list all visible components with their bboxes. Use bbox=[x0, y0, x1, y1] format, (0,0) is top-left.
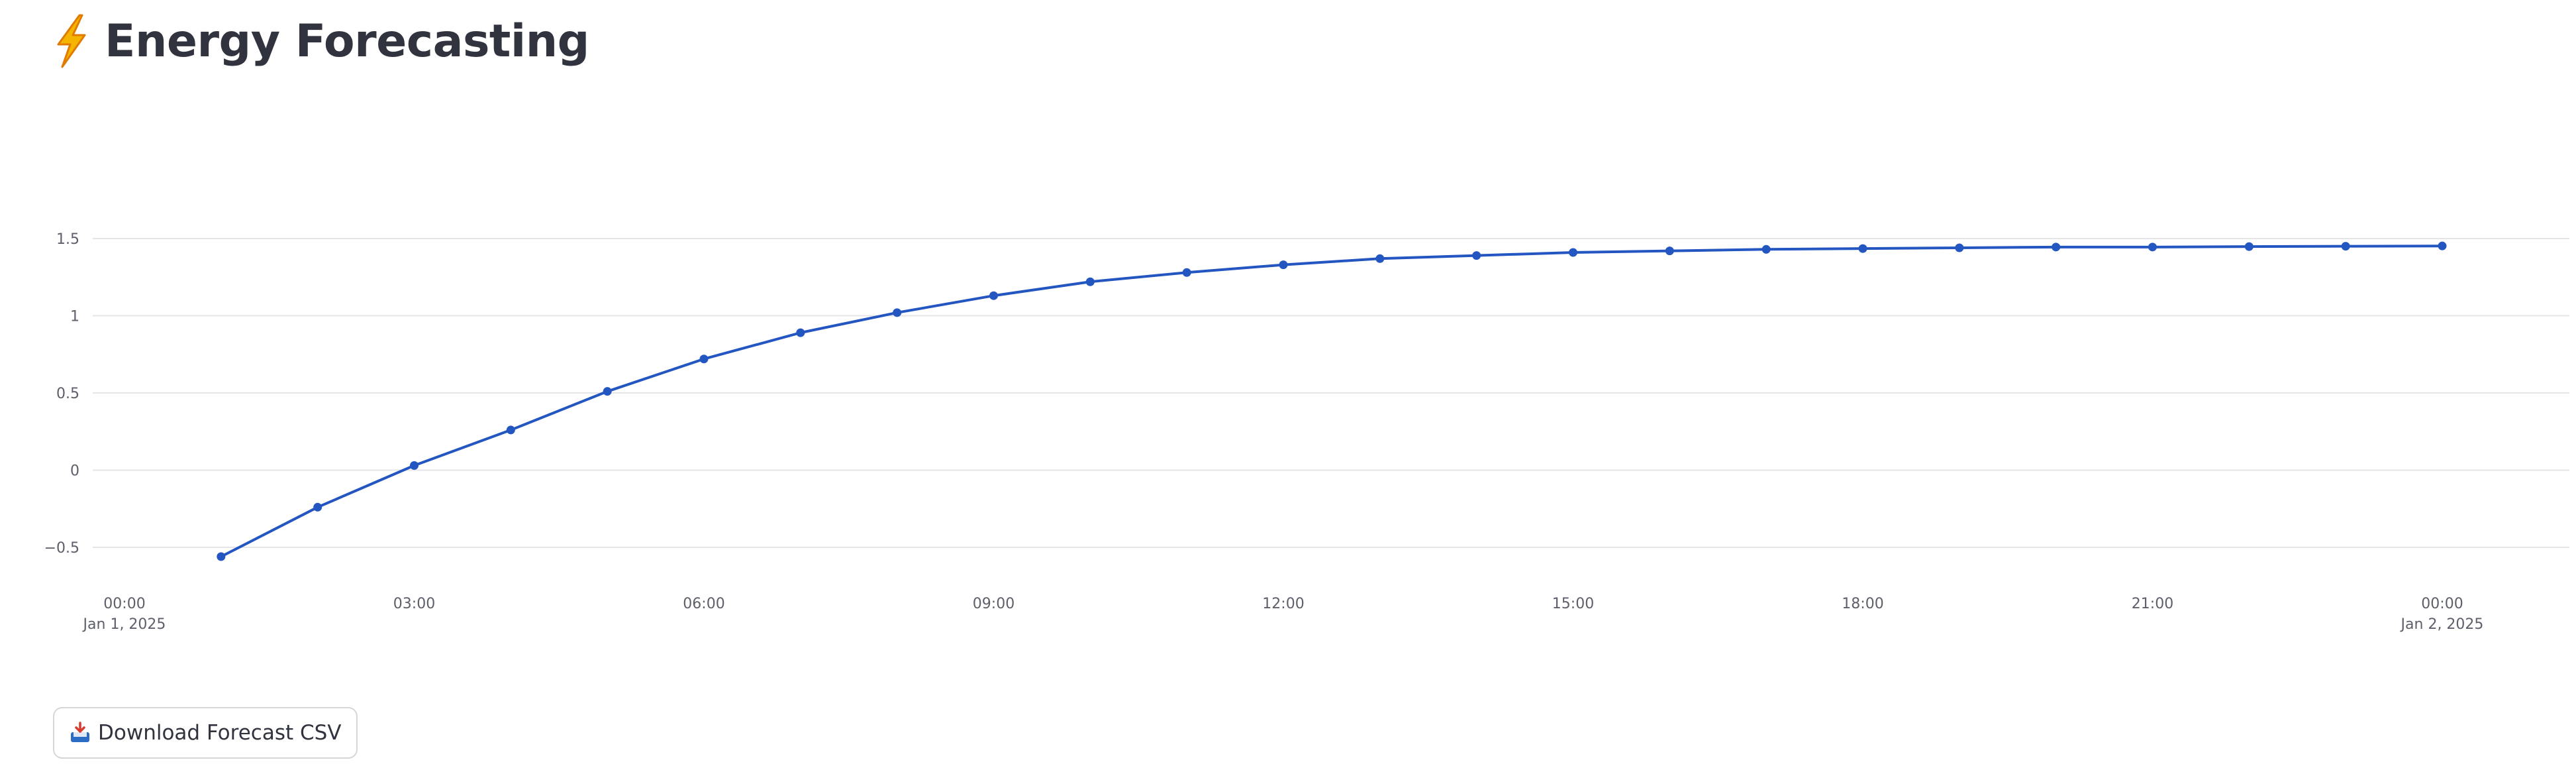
series-line bbox=[220, 245, 2443, 558]
x-tick-label: 03:00 bbox=[393, 596, 435, 612]
data-point bbox=[1279, 260, 1288, 270]
x-tick-label: 00:00 bbox=[2421, 596, 2463, 612]
data-point bbox=[1665, 246, 1674, 256]
data-point bbox=[1955, 243, 1964, 252]
data-point bbox=[2341, 242, 2350, 251]
y-tick-label: 1.5 bbox=[56, 231, 79, 248]
y-tick-label: 1 bbox=[70, 309, 79, 325]
x-tick-label: 09:00 bbox=[973, 596, 1015, 612]
data-point bbox=[2148, 243, 2157, 252]
data-point bbox=[2244, 242, 2254, 251]
download-button-label: Download Forecast CSV bbox=[98, 721, 342, 745]
x-tick-label: 00:00 bbox=[103, 596, 145, 612]
data-point bbox=[1858, 244, 1867, 253]
data-point bbox=[603, 387, 612, 396]
page-header: Energy Forecasting bbox=[53, 8, 589, 74]
data-point bbox=[1472, 251, 1481, 260]
data-point bbox=[1182, 268, 1191, 277]
download-forecast-csv-button[interactable]: Download Forecast CSV bbox=[53, 707, 358, 759]
x-tick-label: 06:00 bbox=[683, 596, 724, 612]
data-point bbox=[410, 461, 419, 470]
data-point bbox=[217, 552, 226, 561]
data-point bbox=[989, 291, 998, 300]
y-tick-label: 0 bbox=[70, 463, 79, 480]
y-tick-label: 0.5 bbox=[56, 386, 79, 402]
data-point bbox=[893, 308, 902, 317]
data-point bbox=[699, 355, 709, 364]
data-point bbox=[313, 502, 322, 512]
lightning-bolt-icon bbox=[57, 14, 86, 68]
data-point bbox=[2052, 243, 2061, 252]
y-tick-label: −0.5 bbox=[44, 540, 79, 557]
x-tick-sublabel: Jan 1, 2025 bbox=[82, 616, 166, 633]
x-tick-label: 21:00 bbox=[2132, 596, 2173, 612]
x-tick-sublabel: Jan 2, 2025 bbox=[2400, 616, 2484, 633]
x-tick-label: 15:00 bbox=[1552, 596, 1594, 612]
forecast-chart[interactable]: 1.5 1 0.5 0 −0.5 00:00 Jan 1, 2025 03:00 06:00 09… bbox=[0, 199, 2576, 656]
page-title: Energy Forecasting bbox=[105, 15, 589, 68]
data-point bbox=[1569, 248, 1577, 257]
x-tick-label: 12:00 bbox=[1262, 596, 1304, 612]
x-tick-label: 18:00 bbox=[1842, 596, 1883, 612]
forecast-line-chart[interactable]: 1.5 1 0.5 0 −0.5 00:00 Jan 1, 2025 03:00 06:00 09… bbox=[0, 199, 2576, 656]
inbox-tray-icon bbox=[71, 722, 89, 742]
data-point bbox=[1375, 254, 1385, 263]
data-point bbox=[506, 425, 515, 435]
data-point bbox=[1085, 277, 1095, 286]
data-point bbox=[1761, 245, 1771, 254]
data-point bbox=[2438, 241, 2447, 250]
data-point bbox=[796, 328, 805, 337]
